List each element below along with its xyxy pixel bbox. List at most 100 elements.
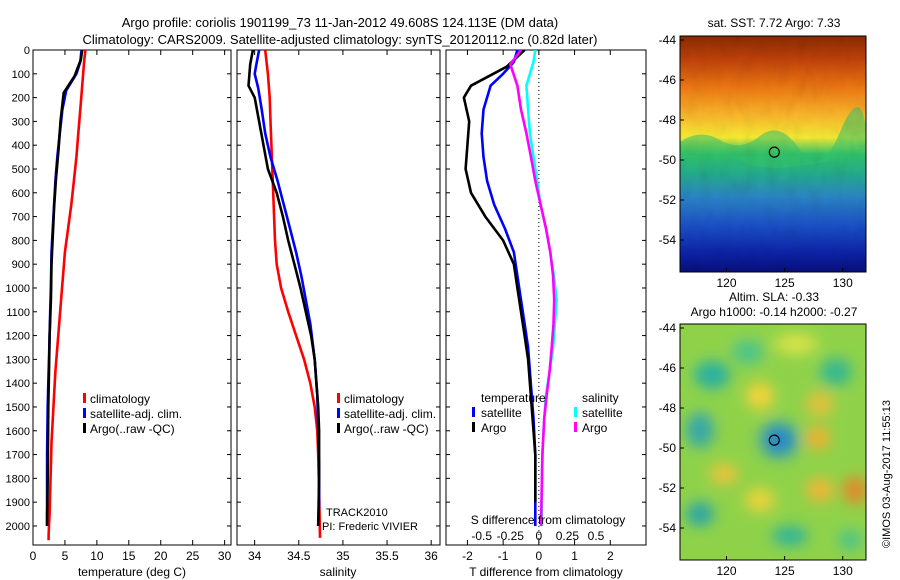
x-tick-label: 15: [122, 549, 136, 563]
lon-tick-label: 130: [833, 276, 853, 290]
sst-argo-location-marker: [768, 146, 780, 158]
sla-anomaly: [806, 426, 830, 450]
x-tick-label-secondary: -0.5: [471, 529, 492, 543]
salinity-xlabel: salinity: [320, 565, 357, 579]
lat-tick-label: -48: [659, 401, 677, 415]
sst-map-title: sat. SST: 7.72 Argo: 7.33: [708, 16, 841, 30]
sla-anomaly: [744, 488, 776, 512]
x-tick-label-secondary: 0.25: [556, 529, 580, 543]
series-line-salinity-argo: [508, 50, 556, 527]
y-tick-label: 900: [12, 259, 30, 271]
x-tick-label: 5: [62, 549, 69, 563]
legend-header-temperature: temperature: [481, 391, 546, 405]
legend-swatch-climatology: [337, 393, 340, 403]
sla-anomaly: [710, 464, 738, 484]
y-tick-label: 2000: [6, 521, 30, 533]
legend-label-argo: Argo(..raw -QC): [90, 422, 175, 436]
temperature-panel-frame: [32, 49, 232, 546]
y-tick-label: 300: [12, 116, 30, 128]
series-line-argo-raw-qc: [45, 50, 84, 526]
x-tick-label: 35: [336, 549, 350, 563]
sla-map-frame: [679, 323, 867, 561]
legend-label-satellite: satellite-adj. clim.: [344, 407, 436, 421]
sla-anomaly: [806, 392, 834, 416]
lat-tick-label: -44: [659, 321, 677, 335]
x-tick-label-secondary: -0.25: [497, 529, 525, 543]
x-tick-label-secondary: 0: [536, 529, 543, 543]
x-tick-label: 2: [607, 549, 614, 563]
x-tick-label: 10: [90, 549, 104, 563]
lon-tick-label: 120: [716, 564, 736, 578]
legend-swatch-temp-satellite: [472, 407, 475, 417]
sla-map-title-line-2: Argo h1000: -0.14 h2000: -0.27: [691, 305, 858, 319]
sla-anomaly: [746, 382, 774, 410]
sla-anomaly: [843, 476, 866, 504]
difference-xlabel-top: S difference from climatology: [471, 513, 626, 527]
legend-header-salinity: salinity: [582, 391, 619, 405]
lat-tick-label: -50: [659, 153, 677, 167]
legend-label-sal-satellite: satellite: [582, 406, 623, 420]
sla-anomaly: [686, 502, 714, 526]
title-line-2: Climatology: CARS2009. Satellite-adjuste…: [83, 32, 598, 47]
legend-swatch-climatology: [83, 393, 86, 403]
y-tick-label: 1300: [6, 354, 30, 366]
y-tick-label: 700: [12, 212, 30, 224]
axes-layer: 0 5 10 15 20 25 300100200300400500600700800900…: [6, 45, 646, 563]
y-tick-label: 400: [12, 140, 30, 152]
lon-tick-label: 130: [833, 564, 853, 578]
lat-tick-label: -44: [659, 33, 677, 47]
salinity-panel-frame: [236, 49, 441, 546]
lat-tick-label: -50: [659, 441, 677, 455]
legend-swatch-argo: [83, 423, 86, 433]
x-tick-label: 34: [248, 549, 262, 563]
sla-anomaly: [820, 358, 852, 386]
sla-anomalies: [686, 334, 866, 550]
lat-tick-label: -46: [659, 361, 677, 375]
x-tick-label: 30: [218, 549, 232, 563]
series-line-argo-raw-qc: [247, 50, 321, 527]
lat-tick-label: -52: [659, 481, 677, 495]
series-layer: [45, 50, 559, 541]
y-tick-label: 100: [12, 69, 30, 81]
legend-swatch-satellite: [83, 408, 86, 418]
sla-map-axes: -44 -46 -48 -50 -52 -54 120 125 130: [659, 321, 853, 578]
y-tick-label: 1600: [6, 426, 30, 438]
temperature-legend: climatology satellite-adj. clim. Argo(..…: [83, 392, 182, 436]
y-tick-label: 1800: [6, 473, 30, 485]
sla-anomaly: [694, 361, 730, 389]
legend-swatch-satellite: [337, 408, 340, 418]
x-tick-label: 25: [186, 549, 200, 563]
sst-map-frame: [679, 35, 867, 273]
sla-map-title-line-1: Altim. SLA: -0.33: [729, 290, 819, 304]
y-tick-label: 1500: [6, 402, 30, 414]
x-tick-label: -2: [462, 549, 473, 563]
x-tick-label: 0: [30, 549, 37, 563]
y-tick-label: 600: [12, 188, 30, 200]
sst-texture: [680, 36, 866, 272]
y-tick-label: 1100: [6, 307, 30, 319]
lat-tick-label: -52: [659, 193, 677, 207]
series-line-climatology: [47, 50, 87, 541]
temperature-xlabel: temperature (deg C): [78, 565, 186, 579]
x-tick-label: 20: [154, 549, 168, 563]
x-tick-label: 0: [536, 549, 543, 563]
lon-tick-label: 120: [716, 276, 736, 290]
x-tick-label: 34.5: [287, 549, 311, 563]
lon-tick-label: 125: [775, 276, 795, 290]
legend-swatch-sal-argo: [574, 422, 577, 432]
legend-swatch-argo: [337, 423, 340, 433]
legend-label-sal-argo: Argo: [582, 421, 608, 435]
sla-anomaly: [732, 340, 764, 364]
sst-map-axes: -44 -46 -48 -50 -52 -54 120 125 130: [659, 33, 853, 290]
sla-anomaly: [838, 530, 862, 550]
lon-tick-label: 125: [775, 564, 795, 578]
track-text-line-2: PI: Frederic VIVIER: [322, 521, 418, 533]
sla-anomaly: [686, 412, 714, 448]
sla-anomaly: [806, 478, 834, 502]
legend-label-temp-argo: Argo: [481, 421, 507, 435]
y-tick-label: 800: [12, 235, 30, 247]
sla-anomaly: [772, 526, 808, 546]
legend-swatch-sal-satellite: [574, 407, 577, 417]
y-tick-label: 0: [24, 45, 30, 57]
